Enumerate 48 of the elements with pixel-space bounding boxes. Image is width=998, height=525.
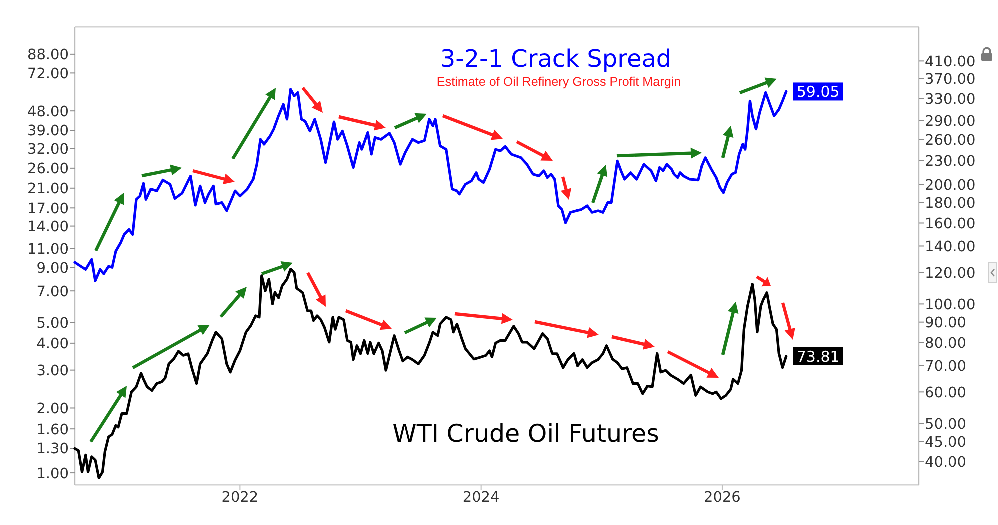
x-tick-label: 2022	[222, 490, 259, 506]
y-tick-label: 1.60	[36, 422, 69, 438]
y2-tick-label: 60.00	[925, 385, 967, 402]
text: Estimate of Oil Refinery Gross Profit Margin	[436, 75, 682, 89]
y-tick-label: 32.00	[27, 142, 69, 158]
y-tick-label: 7.00	[36, 284, 69, 300]
y-tick-label: 72.00	[27, 66, 69, 82]
y2-tick-label: 40.00	[925, 455, 967, 472]
y2-tick-label: 290.00	[925, 114, 976, 130]
y-tick-label: 11.00	[27, 242, 69, 258]
y2-tick-label: 80.00	[925, 336, 967, 352]
y2-tick-label: 230.00	[925, 154, 976, 170]
data-label: 59.05	[796, 83, 840, 102]
y-tick-label: 4.00	[36, 336, 69, 353]
y2-tick-label: 90.00	[925, 316, 967, 332]
line-series	[74, 88, 788, 282]
y2-tick-label: 260.00	[925, 132, 976, 149]
y-tick-label: 1.30	[36, 442, 69, 458]
y2-tick-label: 50.00	[925, 416, 967, 433]
y2-tick-label: 330.00	[925, 92, 976, 108]
y-tick-label: 1.00	[36, 466, 69, 482]
x-tick-label: 2024	[462, 490, 500, 506]
y2-tick-label: 160.00	[925, 216, 976, 232]
y-tick-label: 9.00	[36, 260, 69, 277]
data-label: 73.81	[796, 348, 840, 366]
y-tick-label: 21.00	[27, 182, 69, 198]
series-label: 3-2-1 Crack Spread	[440, 45, 672, 73]
y2-tick-label: 370.00	[925, 72, 976, 88]
y-tick-label: 14.00	[27, 220, 69, 236]
y-tick-label: 2.00	[36, 401, 69, 418]
y2-tick-label: 100.00	[925, 297, 976, 314]
y2-tick-label: 200.00	[925, 178, 976, 194]
y2-tick-label: 120.00	[925, 266, 976, 282]
y-tick-label: 17.00	[27, 201, 69, 218]
y-tick-label: 3.00	[36, 364, 69, 380]
line-series	[74, 268, 788, 480]
y2-tick-label: 70.00	[925, 358, 967, 375]
y-tick-label: 39.00	[27, 124, 69, 140]
x-tick-label: 2026	[704, 490, 741, 506]
y-tick-label: 48.00	[27, 104, 69, 120]
y2-tick-label: 45.00	[925, 434, 967, 451]
y-tick-label: 5.00	[36, 316, 69, 332]
y-tick-label: 88.00	[27, 48, 69, 64]
y2-tick-label: 180.00	[925, 196, 976, 212]
y2-tick-label: 410.00	[925, 54, 976, 70]
y-tick-label: 26.00	[27, 162, 69, 178]
series-label: WTI Crude Oil Futures	[392, 419, 660, 448]
y2-tick-label: 140.00	[925, 239, 976, 256]
